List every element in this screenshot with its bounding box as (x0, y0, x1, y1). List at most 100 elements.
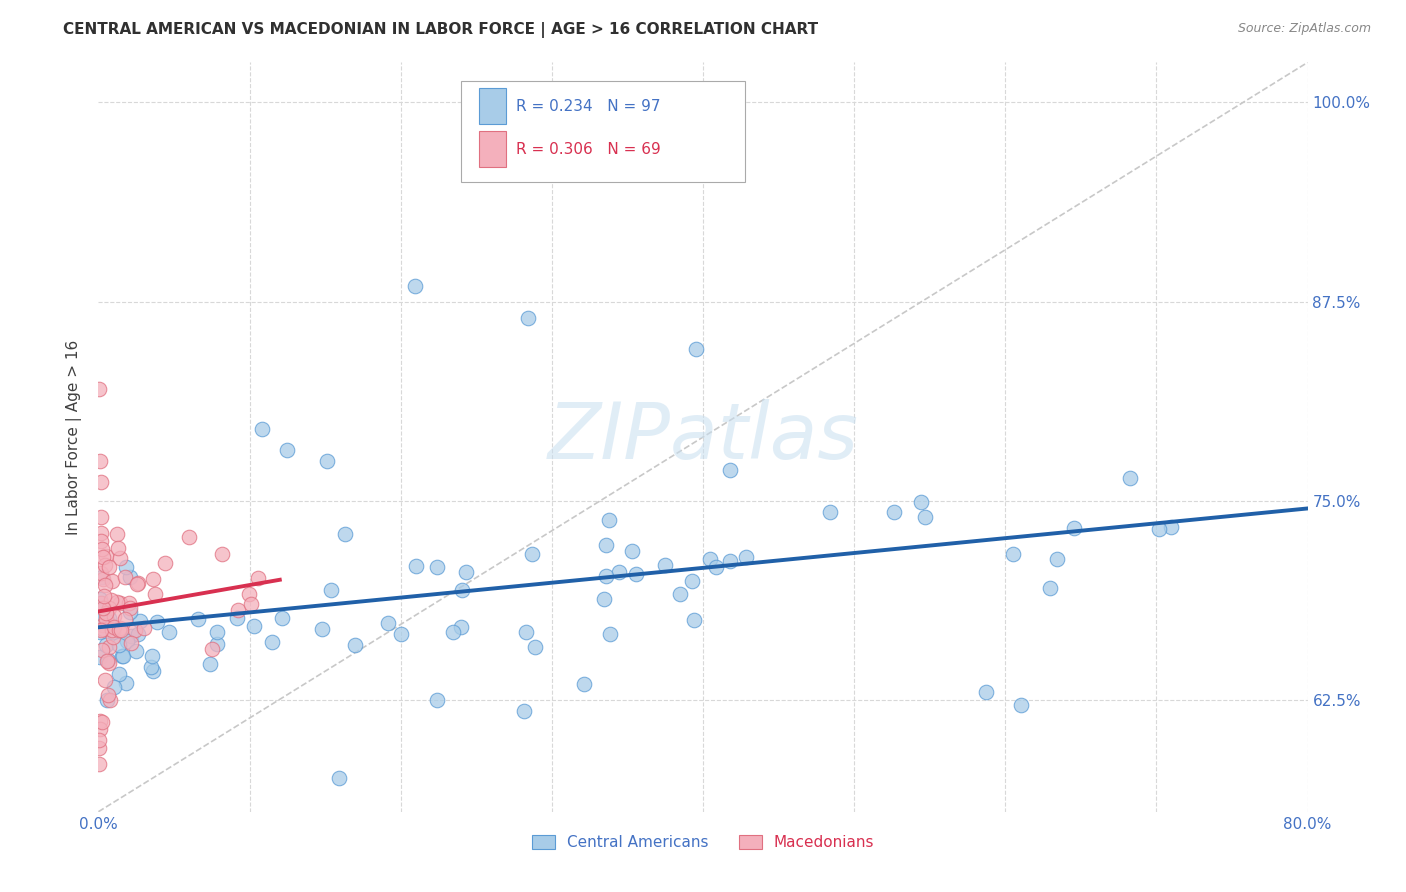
Point (141, 660, 163, 674)
Point (595, 538, 617, 552)
Point (98, 560, 121, 574)
Point (120, 570, 142, 584)
Legend: Central Americans, Macedonians: Central Americans, Macedonians (526, 830, 880, 856)
Point (87, 382, 110, 396)
Point (114, 612, 136, 626)
Point (1063, 521, 1085, 535)
Point (262, 635, 284, 649)
Point (94, 578, 117, 592)
Point (91, 601, 114, 615)
Point (143, 587, 166, 601)
Point (87, 733, 110, 747)
Point (333, 527, 356, 541)
Point (319, 582, 342, 597)
Point (94, 604, 117, 618)
Point (205, 637, 228, 651)
Point (607, 565, 630, 579)
Point (93, 590, 115, 604)
Point (91, 643, 114, 657)
Text: Source: ZipAtlas.com: Source: ZipAtlas.com (1237, 22, 1371, 36)
Point (520, 547, 543, 561)
Point (177, 530, 200, 544)
Point (883, 505, 905, 519)
FancyBboxPatch shape (479, 131, 506, 168)
Point (94, 639, 117, 653)
Point (1010, 698, 1032, 712)
Point (100, 593, 122, 607)
Point (142, 665, 165, 679)
Point (91, 622, 114, 636)
Point (153, 556, 176, 570)
Point (120, 629, 142, 643)
Point (97, 611, 120, 625)
Point (426, 560, 449, 574)
Point (90, 525, 112, 540)
Point (98, 693, 121, 707)
Point (451, 582, 474, 597)
Point (243, 619, 266, 633)
Point (910, 495, 932, 509)
Point (91, 572, 114, 586)
Point (91, 549, 114, 564)
Point (96, 654, 118, 668)
Point (120, 636, 142, 650)
Point (111, 648, 134, 663)
Point (96, 693, 118, 707)
Point (718, 463, 741, 477)
Point (250, 422, 273, 436)
Point (103, 630, 125, 644)
Point (91, 541, 114, 556)
Point (621, 543, 644, 558)
Point (523, 640, 546, 654)
Point (205, 625, 228, 640)
Point (141, 648, 163, 663)
Point (343, 638, 366, 652)
Point (89, 610, 111, 624)
Point (124, 623, 146, 637)
Point (101, 574, 124, 589)
Point (654, 558, 676, 572)
Point (201, 642, 224, 657)
Point (142, 572, 165, 586)
Point (699, 552, 721, 566)
Point (718, 554, 741, 568)
Point (97, 615, 120, 629)
Point (89, 609, 111, 624)
Point (87, 756, 110, 771)
Point (515, 625, 537, 640)
Point (118, 601, 141, 615)
Point (94, 612, 117, 626)
Text: R = 0.234   N = 97: R = 0.234 N = 97 (516, 99, 659, 114)
Point (108, 624, 131, 638)
Point (426, 693, 449, 707)
Point (914, 509, 936, 524)
Text: R = 0.306   N = 69: R = 0.306 N = 69 (516, 142, 661, 157)
Point (328, 771, 350, 785)
Point (1001, 547, 1024, 561)
Point (239, 597, 262, 611)
Point (97, 689, 120, 703)
Point (127, 576, 149, 591)
Point (101, 623, 124, 637)
Point (89, 625, 111, 640)
Point (238, 587, 260, 601)
Point (89, 722, 111, 736)
Point (1149, 522, 1171, 536)
Point (974, 685, 997, 699)
Point (516, 310, 538, 325)
Point (316, 454, 339, 468)
Point (187, 612, 209, 626)
Point (110, 624, 132, 638)
Y-axis label: In Labor Force | Age > 16: In Labor Force | Age > 16 (66, 340, 83, 534)
FancyBboxPatch shape (479, 88, 506, 124)
Point (1119, 470, 1142, 484)
Point (94, 558, 117, 572)
Point (90, 715, 112, 730)
Point (94, 606, 117, 620)
Point (90, 623, 112, 637)
Point (90, 596, 112, 610)
Point (110, 596, 132, 610)
Point (108, 551, 131, 566)
Point (93, 609, 115, 624)
Point (512, 704, 534, 718)
